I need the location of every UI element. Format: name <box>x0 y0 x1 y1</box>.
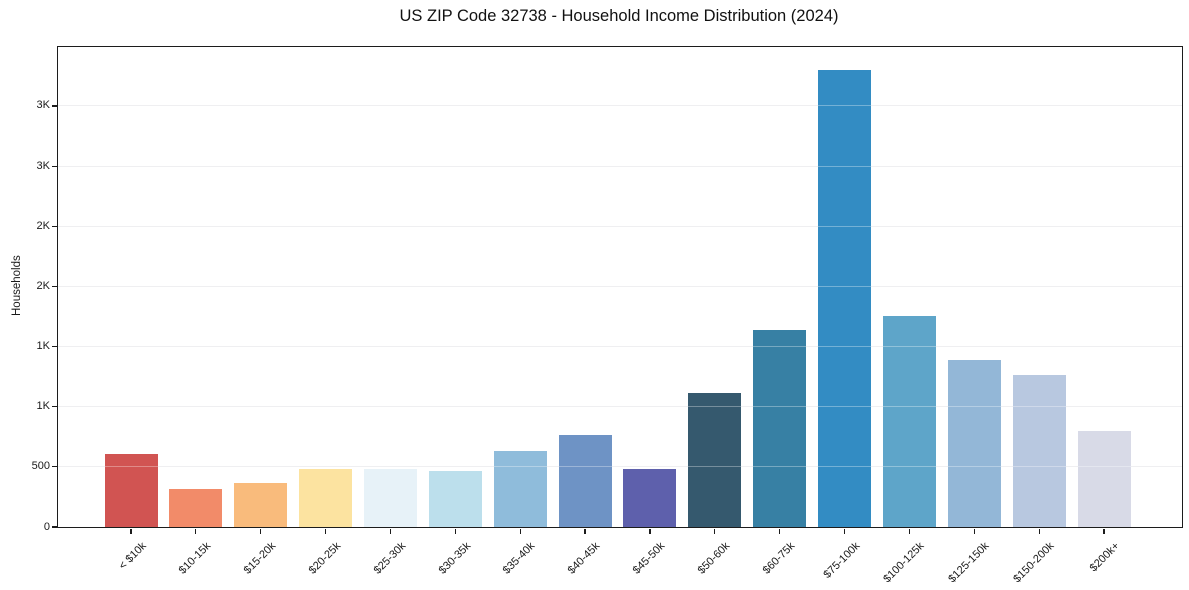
x-tick <box>1103 528 1105 534</box>
bar <box>428 471 482 527</box>
gridline-overlay <box>58 105 1182 107</box>
y-tick-label: 500 <box>31 460 50 473</box>
x-tick <box>325 528 327 534</box>
y-tick-label: 1K <box>36 400 50 413</box>
bar <box>1077 431 1131 527</box>
y-tick <box>51 406 57 408</box>
plot-area: 0 500 1K 1K 2K 2K 3K 3K < $10k $10-15k $15-20k $20-… <box>32 46 1183 585</box>
gridline <box>58 225 1182 227</box>
x-tick <box>389 528 392 534</box>
y-tick <box>51 466 57 468</box>
y-tick-label: 2K <box>36 219 50 232</box>
x-tick <box>519 528 521 534</box>
y-tick <box>51 345 57 348</box>
y-tick-label: 1K <box>36 340 50 353</box>
y-tick-label: 2K <box>36 279 50 292</box>
y-tick-label: 3K <box>36 99 50 112</box>
y-tick-label: 0 <box>43 520 50 533</box>
bar <box>234 482 288 527</box>
y-tick <box>51 526 57 528</box>
x-tick <box>779 528 781 534</box>
bar <box>882 315 936 527</box>
bar <box>753 330 807 527</box>
x-tick-label-text: $200k+ <box>1087 540 1122 575</box>
x-tick <box>454 528 456 534</box>
x-tick <box>584 528 586 534</box>
gridline-overlay <box>58 225 1182 227</box>
bar <box>1012 375 1066 527</box>
chart-title: US ZIP Code 32738 - Household Income Dis… <box>399 7 839 25</box>
bar <box>299 468 353 527</box>
bar <box>169 489 223 527</box>
x-tick <box>843 528 846 534</box>
x-tick <box>130 528 132 534</box>
x-tick-label: $200k+ <box>923 536 1121 574</box>
x-tick <box>908 528 911 534</box>
gridline <box>58 165 1182 167</box>
gridline <box>58 466 1182 468</box>
bar <box>818 69 872 527</box>
x-tick <box>649 528 651 534</box>
gridline-overlay <box>58 406 1182 408</box>
y-tick <box>51 285 57 287</box>
gridline-overlay <box>58 285 1182 287</box>
gridline-overlay <box>58 346 1182 348</box>
gridline <box>58 346 1182 348</box>
x-tick <box>714 528 716 534</box>
bar <box>623 468 677 527</box>
gridline-overlay <box>58 165 1182 167</box>
bar <box>688 393 742 527</box>
bar <box>104 453 158 527</box>
x-tick <box>195 528 197 534</box>
bar <box>947 359 1001 527</box>
gridline <box>58 105 1182 107</box>
y-tick <box>51 165 57 167</box>
bar <box>493 450 547 527</box>
x-tick <box>1038 528 1040 534</box>
x-tick <box>260 528 262 534</box>
gridline <box>58 406 1182 408</box>
gridline-overlay <box>58 466 1182 468</box>
gridline <box>58 285 1182 287</box>
y-tick <box>51 225 57 227</box>
bar <box>363 468 417 527</box>
y-tick-label: 3K <box>36 159 50 172</box>
bar <box>558 434 612 527</box>
x-tick <box>973 528 975 534</box>
y-tick <box>51 105 57 107</box>
